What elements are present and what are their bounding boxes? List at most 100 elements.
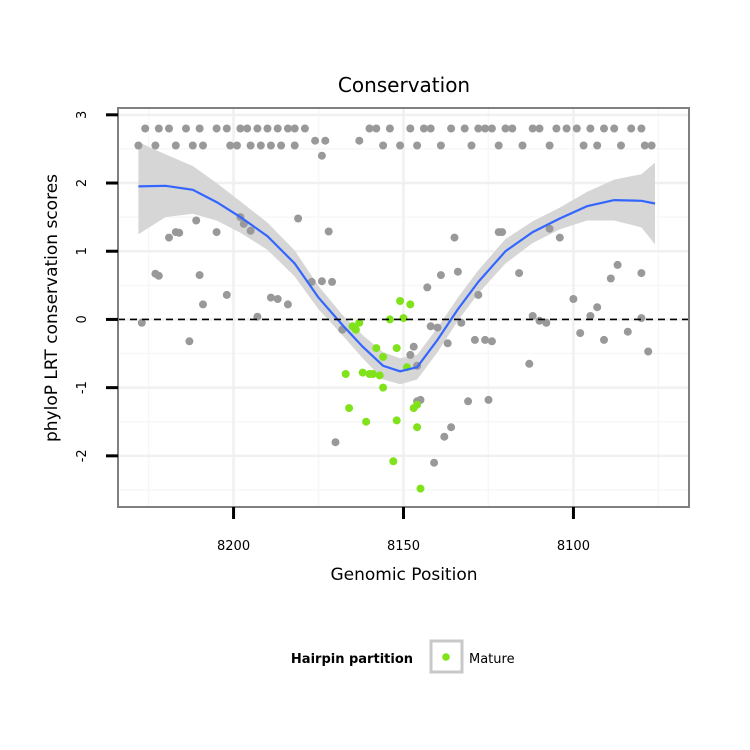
data-point xyxy=(192,217,200,225)
data-point xyxy=(311,137,319,145)
data-point xyxy=(413,142,421,150)
data-point xyxy=(223,125,231,133)
data-point xyxy=(525,360,533,368)
data-point xyxy=(328,278,336,286)
plot-area: 8200 8150 8100 -2 -1 0 1 2 3 xyxy=(75,108,689,554)
data-point xyxy=(233,142,241,150)
data-point xyxy=(552,125,560,133)
data-point xyxy=(454,268,462,276)
data-point xyxy=(257,142,265,150)
data-point xyxy=(637,314,645,322)
data-point xyxy=(573,125,581,133)
data-point xyxy=(342,370,350,378)
data-point xyxy=(569,295,577,303)
data-point xyxy=(277,142,285,150)
data-point xyxy=(413,401,421,409)
data-point xyxy=(151,142,159,150)
y-tick-label: 3 xyxy=(75,111,90,119)
data-point xyxy=(189,142,197,150)
data-point xyxy=(495,142,503,150)
data-point xyxy=(614,261,622,269)
x-tick-label: 8150 xyxy=(387,539,420,554)
x-axis-label: Genomic Position xyxy=(330,565,477,585)
data-point xyxy=(586,125,594,133)
data-point xyxy=(648,142,656,150)
data-point xyxy=(264,125,272,133)
data-point xyxy=(284,125,292,133)
data-point xyxy=(474,125,482,133)
y-tick-label: 2 xyxy=(75,179,90,187)
data-point xyxy=(481,336,489,344)
data-point xyxy=(461,125,469,133)
data-point xyxy=(345,404,353,412)
data-point xyxy=(267,142,275,150)
data-point xyxy=(247,227,255,235)
data-point xyxy=(393,344,401,352)
data-point xyxy=(213,125,221,133)
data-point xyxy=(284,300,292,308)
data-point xyxy=(379,384,387,392)
data-point xyxy=(563,125,571,133)
data-point xyxy=(274,295,282,303)
data-point xyxy=(417,485,425,493)
legend: Hairpin partition Mature xyxy=(291,641,515,672)
data-point xyxy=(420,125,428,133)
data-point xyxy=(406,300,414,308)
y-tick-label: -2 xyxy=(75,449,90,462)
data-point xyxy=(185,337,193,345)
data-point xyxy=(536,125,544,133)
data-point xyxy=(332,438,340,446)
data-point xyxy=(393,416,401,424)
x-tick-label: 8200 xyxy=(217,539,250,554)
data-point xyxy=(274,125,282,133)
legend-label-mature: Mature xyxy=(469,652,515,667)
data-point xyxy=(318,152,326,160)
data-point xyxy=(600,336,608,344)
data-point xyxy=(440,433,448,441)
data-point xyxy=(352,326,360,334)
data-point xyxy=(576,329,584,337)
data-point xyxy=(372,344,380,352)
data-point xyxy=(321,137,329,145)
x-tick-label: 8100 xyxy=(557,539,590,554)
data-point xyxy=(464,397,472,405)
data-point xyxy=(488,337,496,345)
data-point xyxy=(199,142,207,150)
data-point xyxy=(396,297,404,305)
data-point xyxy=(379,353,387,361)
data-point xyxy=(627,125,635,133)
data-point xyxy=(196,271,204,279)
data-point xyxy=(593,142,601,150)
data-point xyxy=(607,275,615,283)
data-point xyxy=(155,125,163,133)
data-point xyxy=(515,269,523,277)
data-point xyxy=(291,125,299,133)
conservation-chart: 8200 8150 8100-2-10123 Conservation Genomi… xyxy=(0,0,750,750)
data-point xyxy=(474,291,482,299)
data-point xyxy=(253,125,261,133)
data-point xyxy=(213,228,221,236)
data-point xyxy=(471,336,479,344)
data-point xyxy=(396,142,404,150)
data-point xyxy=(362,418,370,426)
data-point xyxy=(243,125,251,133)
chart-root: 8200 8150 8100 -2 -1 0 1 2 3 Conservation Genomi… xyxy=(0,0,750,750)
data-point xyxy=(637,269,645,277)
data-point xyxy=(372,125,380,133)
data-point xyxy=(437,271,445,279)
data-point xyxy=(427,125,435,133)
data-point xyxy=(580,142,588,150)
legend-key-mature xyxy=(442,653,450,661)
data-point xyxy=(485,396,493,404)
y-axis-label: phyloP LRT conservation scores xyxy=(42,174,62,442)
data-point xyxy=(430,459,438,467)
data-point xyxy=(389,457,397,465)
data-point xyxy=(624,328,632,336)
data-point xyxy=(617,142,625,150)
data-point xyxy=(498,228,506,236)
data-point xyxy=(294,215,302,223)
data-point xyxy=(247,142,255,150)
data-point xyxy=(447,125,455,133)
data-point xyxy=(406,351,414,359)
data-point xyxy=(437,142,445,150)
